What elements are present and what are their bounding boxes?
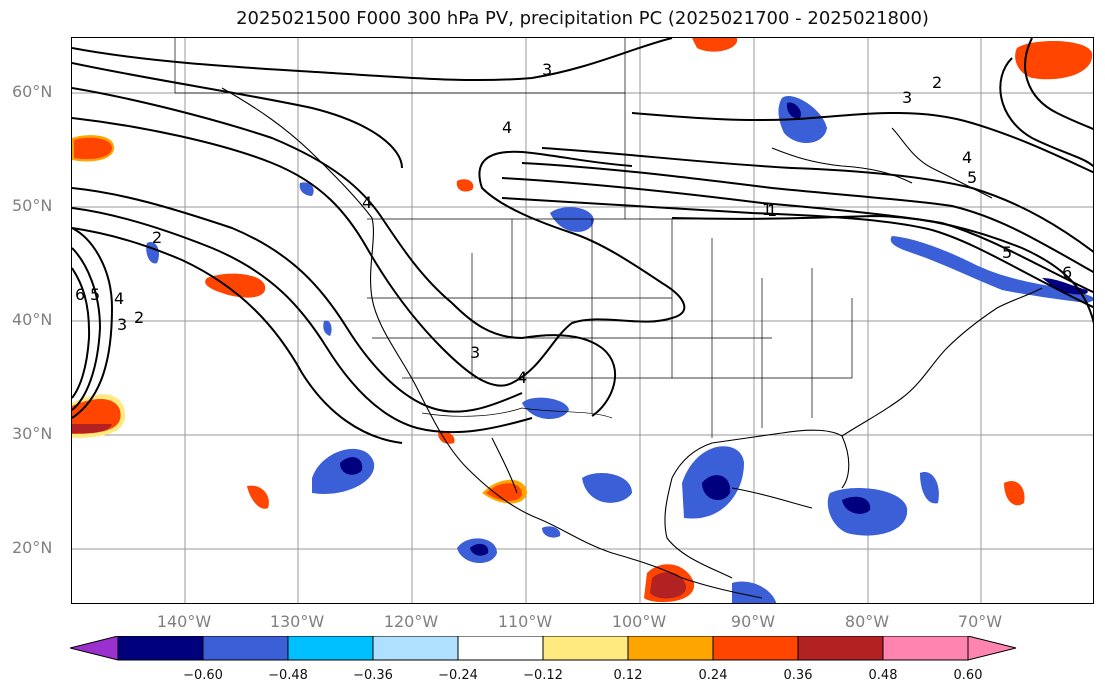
colorbar-segment <box>202 635 289 661</box>
map-title: 2025021500 F000 300 hPa PV, precipitatio… <box>236 8 929 29</box>
contour-label: 4 <box>517 368 527 387</box>
contour-label: 6 <box>1062 263 1072 282</box>
graticule <box>72 38 1093 603</box>
precip-negative <box>146 96 1093 603</box>
contour-label: 1 <box>762 200 772 219</box>
contour-label: 1 <box>767 201 777 220</box>
map-canvas: 3 4 1 2 4 5 6 5 4 3 2 6 5 4 3 2 1 3 4 <box>72 38 1093 603</box>
colorbar-tick: −0.24 <box>438 668 478 683</box>
contour-labels: 3 4 1 2 4 5 6 5 4 3 2 6 5 4 3 2 1 3 4 <box>75 60 1072 387</box>
colorbar-segment <box>542 635 629 661</box>
lat-label-30n: 30°N <box>12 424 53 443</box>
colorbar-segment <box>117 635 204 661</box>
lon-label-80w: 80°W <box>844 612 890 631</box>
contour-label: 2 <box>932 73 942 92</box>
colorbar-tick: −0.36 <box>353 668 393 683</box>
colorbar-svg <box>69 635 1017 661</box>
colorbar-tick: 0.48 <box>868 668 898 683</box>
colorbar-segment <box>457 635 544 661</box>
colorbar-segment <box>287 635 374 661</box>
colorbar-tick: 0.12 <box>613 668 643 683</box>
pv-contours <box>72 38 1093 444</box>
colorbar-under-arrow <box>69 635 119 661</box>
colorbar-over-arrow <box>967 635 1017 661</box>
borders <box>174 38 853 438</box>
contour-label: 4 <box>962 148 972 167</box>
colorbar-tick: 0.24 <box>698 668 728 683</box>
contour-label: 2 <box>134 308 144 327</box>
lon-label-140w: 140°W <box>156 612 212 631</box>
lat-label-20n: 20°N <box>12 538 53 557</box>
colorbar-segment <box>797 635 884 661</box>
lat-label-50n: 50°N <box>12 196 53 215</box>
colorbar-tick: −0.48 <box>268 668 308 683</box>
colorbar-segment <box>712 635 799 661</box>
contour-label: 3 <box>902 88 912 107</box>
lon-label-90w: 90°W <box>730 612 776 631</box>
lon-label-70w: 70°W <box>957 612 1003 631</box>
map-panel[interactable]: 3 4 1 2 4 5 6 5 4 3 2 6 5 4 3 2 1 3 4 <box>71 37 1094 604</box>
colorbar-tick: −0.12 <box>523 668 563 683</box>
lon-label-100w: 100°W <box>611 612 667 631</box>
colorbar <box>69 635 1096 668</box>
contour-label: 6 <box>75 285 85 304</box>
colorbar-tick: −0.60 <box>183 668 223 683</box>
contour-label: 4 <box>114 289 124 308</box>
contour-label: 3 <box>542 60 552 79</box>
contour-label: 2 <box>152 228 162 247</box>
colorbar-segment <box>372 635 459 661</box>
colorbar-segment <box>882 635 969 661</box>
colorbar-segment <box>627 635 714 661</box>
lon-label-120w: 120°W <box>383 612 439 631</box>
lat-label-40n: 40°N <box>12 310 53 329</box>
contour-label: 4 <box>362 193 372 212</box>
contour-label: 5 <box>90 285 100 304</box>
colorbar-tick: 0.36 <box>783 668 813 683</box>
lon-label-130w: 130°W <box>269 612 325 631</box>
colorbar-tick: 0.60 <box>953 668 983 683</box>
coastlines <box>221 87 1043 599</box>
lat-label-60n: 60°N <box>12 82 53 101</box>
contour-label: 4 <box>502 118 512 137</box>
contour-label: 5 <box>967 168 977 187</box>
lon-label-110w: 110°W <box>497 612 553 631</box>
contour-label: 3 <box>117 315 127 334</box>
contour-label: 5 <box>1002 243 1012 262</box>
contour-label: 3 <box>470 343 480 362</box>
